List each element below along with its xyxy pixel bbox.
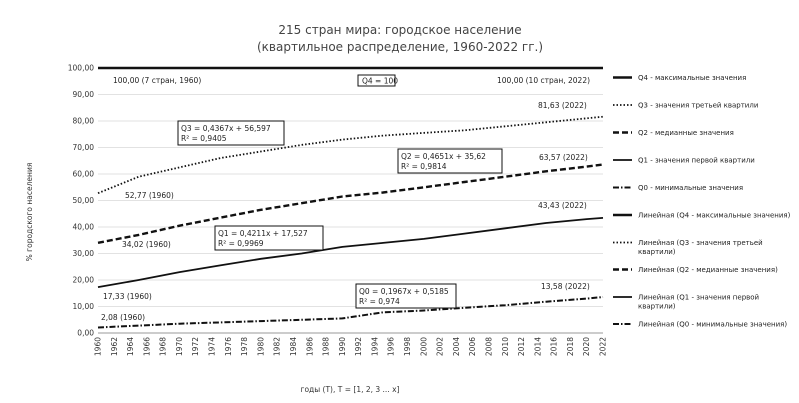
x-tick-label: 1974 (208, 337, 217, 356)
series-line-q0 (97, 296, 604, 329)
x-tick-label: 2022 (599, 337, 608, 356)
legend-label: Линейная (Q2 - медианные значения) (638, 266, 778, 274)
x-tick-label: 1986 (305, 337, 314, 356)
x-tick-label: 1976 (224, 337, 233, 356)
series-line-q2 (97, 163, 604, 244)
x-tick-label: 1972 (191, 337, 200, 356)
series-line-q1 (97, 217, 604, 288)
q2-start-label: 34,02 (1960) (122, 240, 171, 249)
q2-end-label: 63,57 (2022) (539, 153, 588, 162)
x-tick-label: 2012 (517, 337, 526, 356)
x-tick-label: 1980 (256, 337, 265, 356)
q0-start-label: 2,08 (1960) (101, 313, 145, 322)
q4-end-label: 100,00 (10 стран, 2022) (497, 76, 590, 85)
q1-end-label: 43,43 (2022) (538, 201, 587, 210)
legend-label: Линейная (Q3 - значения третьей квартили) (638, 239, 763, 256)
q1-equation-text: Q1 = 0,4211x + 17,527 (218, 229, 308, 238)
x-tick-label: 1998 (403, 337, 412, 356)
x-tick-label: 2002 (436, 337, 445, 356)
y-tick-label: 90,00 (73, 90, 95, 99)
q0-end-label: 13,58 (2022) (541, 282, 590, 291)
x-tick-label: 2020 (582, 337, 591, 356)
y-tick-label: 60,00 (73, 170, 95, 179)
y-tick-label: 70,00 (73, 143, 95, 152)
x-axis-title: годы (T), T = [1, 2, 3 ... x] (301, 385, 400, 394)
x-tick-label: 1966 (142, 337, 151, 356)
q3-equation-text: Q3 = 0,4367x + 56,597 (181, 124, 271, 133)
x-tick-label: 2006 (468, 337, 477, 356)
x-tick-label: 1982 (273, 337, 282, 356)
q3-end-label: 81,63 (2022) (538, 101, 587, 110)
x-tick-label: 2010 (501, 337, 510, 356)
legend-label: Q1 - значения первой квартили (638, 157, 755, 165)
x-tick-label: 2004 (452, 337, 461, 356)
x-tick-label: 1968 (159, 337, 168, 356)
y-tick-label: 30,00 (73, 249, 95, 258)
q1-start-label: 17,33 (1960) (103, 292, 152, 301)
x-tick-label: 1996 (387, 337, 396, 356)
legend-label: Q3 - значения третьей квартили (638, 102, 758, 110)
chart-title: 215 стран мира: городское население (278, 23, 521, 37)
x-tick-label: 1994 (370, 337, 379, 356)
legend-label: Q2 - медианные значения (638, 129, 734, 137)
legend-label: Q4 - максимальные значения (638, 74, 746, 82)
legend-label: Линейная (Q0 - минимальные значения) (638, 321, 787, 329)
chart-subtitle: (квартильное распределение, 1960-2022 гг… (257, 40, 543, 54)
x-tick-label: 1990 (338, 337, 347, 356)
legend-label: Линейная (Q4 - максимальные значения) (638, 212, 791, 220)
x-tick-label: 1988 (322, 337, 331, 356)
q3-start-label: 52,77 (1960) (125, 191, 174, 200)
x-tick-label: 2016 (550, 337, 559, 356)
q4-start-label: 100,00 (7 стран, 1960) (113, 76, 201, 85)
y-tick-label: 0,00 (77, 329, 94, 338)
x-tick-label: 1964 (126, 337, 135, 356)
q3-equation-text: R² = 0,9405 (181, 134, 227, 143)
x-tick-label: 1960 (94, 337, 103, 356)
series-line-q3 (97, 115, 604, 195)
legend-label: Линейная (Q1 - значения первой квартили) (638, 294, 759, 311)
x-tick-label: 2008 (484, 337, 493, 356)
legend-label: Q0 - минимальные значения (638, 184, 743, 192)
q1-equation-text: R² = 0,9969 (218, 239, 264, 248)
q2-equation-box (397, 148, 503, 174)
q1-equation-box (214, 225, 324, 251)
x-tick-label: 2014 (533, 337, 542, 356)
q0-equation-text: R² = 0,974 (359, 297, 400, 306)
x-tick-label: 2018 (566, 337, 575, 356)
y-tick-label: 80,00 (73, 117, 95, 126)
q0-equation-box (355, 283, 457, 309)
q3-equation-box (177, 120, 285, 146)
y-tick-label: 40,00 (73, 223, 95, 232)
q4-box-text: Q4 = 100 (362, 77, 398, 86)
y-axis-title: % городского населения (25, 163, 34, 262)
y-tick-label: 20,00 (73, 276, 95, 285)
y-tick-label: 50,00 (73, 196, 95, 205)
q0-equation-text: Q0 = 0,1967x + 0,5185 (359, 287, 449, 296)
q2-equation-text: R² = 0,9814 (401, 162, 447, 171)
q2-equation-text: Q2 = 0,4651x + 35,62 (401, 152, 486, 161)
q4-box (357, 74, 396, 87)
y-tick-label: 100,00 (68, 64, 94, 73)
x-tick-label: 1978 (240, 337, 249, 356)
x-tick-label: 1970 (175, 337, 184, 356)
x-tick-label: 2000 (419, 337, 428, 356)
x-tick-label: 1992 (354, 337, 363, 356)
x-tick-label: 1984 (289, 337, 298, 356)
x-tick-label: 1962 (110, 337, 119, 356)
y-tick-label: 10,00 (73, 302, 95, 311)
